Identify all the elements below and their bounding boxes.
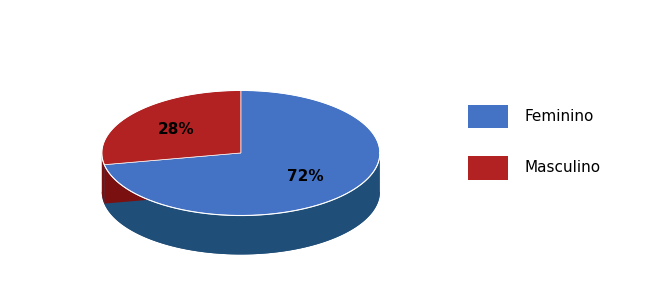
Text: 72%: 72% (287, 169, 323, 184)
Polygon shape (104, 153, 241, 204)
Polygon shape (104, 153, 241, 204)
Bar (468, 105, 508, 128)
Polygon shape (104, 153, 380, 254)
Polygon shape (102, 91, 241, 165)
Text: Masculino: Masculino (524, 160, 601, 175)
Bar (468, 156, 508, 180)
Text: 28%: 28% (159, 121, 195, 137)
Polygon shape (104, 91, 380, 215)
Polygon shape (102, 153, 104, 204)
Text: Feminino: Feminino (524, 109, 594, 124)
Polygon shape (102, 192, 380, 254)
